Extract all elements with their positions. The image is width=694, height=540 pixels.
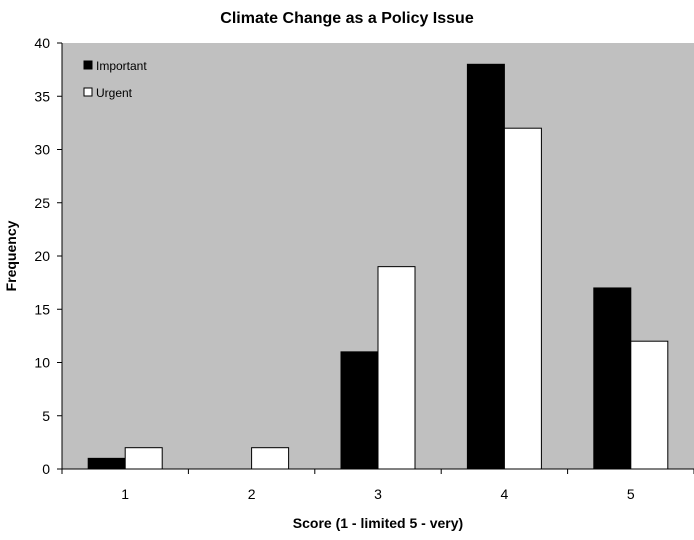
bar-important-1 — [87, 457, 126, 470]
y-tick-label: 10 — [34, 355, 50, 371]
bar-urgent-1 — [124, 447, 163, 470]
bars-group — [87, 63, 669, 470]
x-tick-label: 5 — [627, 486, 635, 502]
bar-urgent-5 — [630, 340, 669, 470]
bar-urgent-4 — [503, 127, 542, 470]
bar-important-3 — [340, 351, 379, 470]
bar-important-5 — [593, 287, 632, 470]
y-tick-label: 35 — [34, 88, 50, 104]
x-tick-label: 4 — [501, 486, 509, 502]
y-tick-label: 15 — [34, 301, 50, 317]
x-axis-title: Score (1 - limited 5 - very) — [293, 515, 463, 531]
y-tick-label: 25 — [34, 195, 50, 211]
y-tick-label: 0 — [42, 461, 50, 477]
y-tick-label: 30 — [34, 142, 50, 158]
bar-important-4 — [466, 63, 505, 470]
x-tick-label: 1 — [121, 486, 129, 502]
x-tick-label: 2 — [248, 486, 256, 502]
y-axis-title: Frequency — [3, 220, 19, 291]
y-tick-label: 5 — [42, 408, 50, 424]
y-tick-label: 40 — [34, 35, 50, 51]
legend: Important Urgent — [83, 59, 147, 100]
x-tick-label: 3 — [374, 486, 382, 502]
legend-label-important: Important — [96, 59, 147, 73]
chart-title: Climate Change as a Policy Issue — [220, 10, 474, 27]
legend-swatch-important — [83, 60, 93, 70]
bar-urgent-3 — [377, 266, 416, 470]
bar-urgent-2 — [251, 447, 290, 470]
y-tick-label: 20 — [34, 248, 50, 264]
legend-label-urgent: Urgent — [96, 86, 133, 100]
x-axis-ticks: 1 2 3 4 5 — [61, 469, 694, 502]
legend-swatch-urgent — [83, 87, 93, 97]
y-axis-ticks: 0 5 10 15 20 25 30 35 40 — [34, 35, 62, 477]
